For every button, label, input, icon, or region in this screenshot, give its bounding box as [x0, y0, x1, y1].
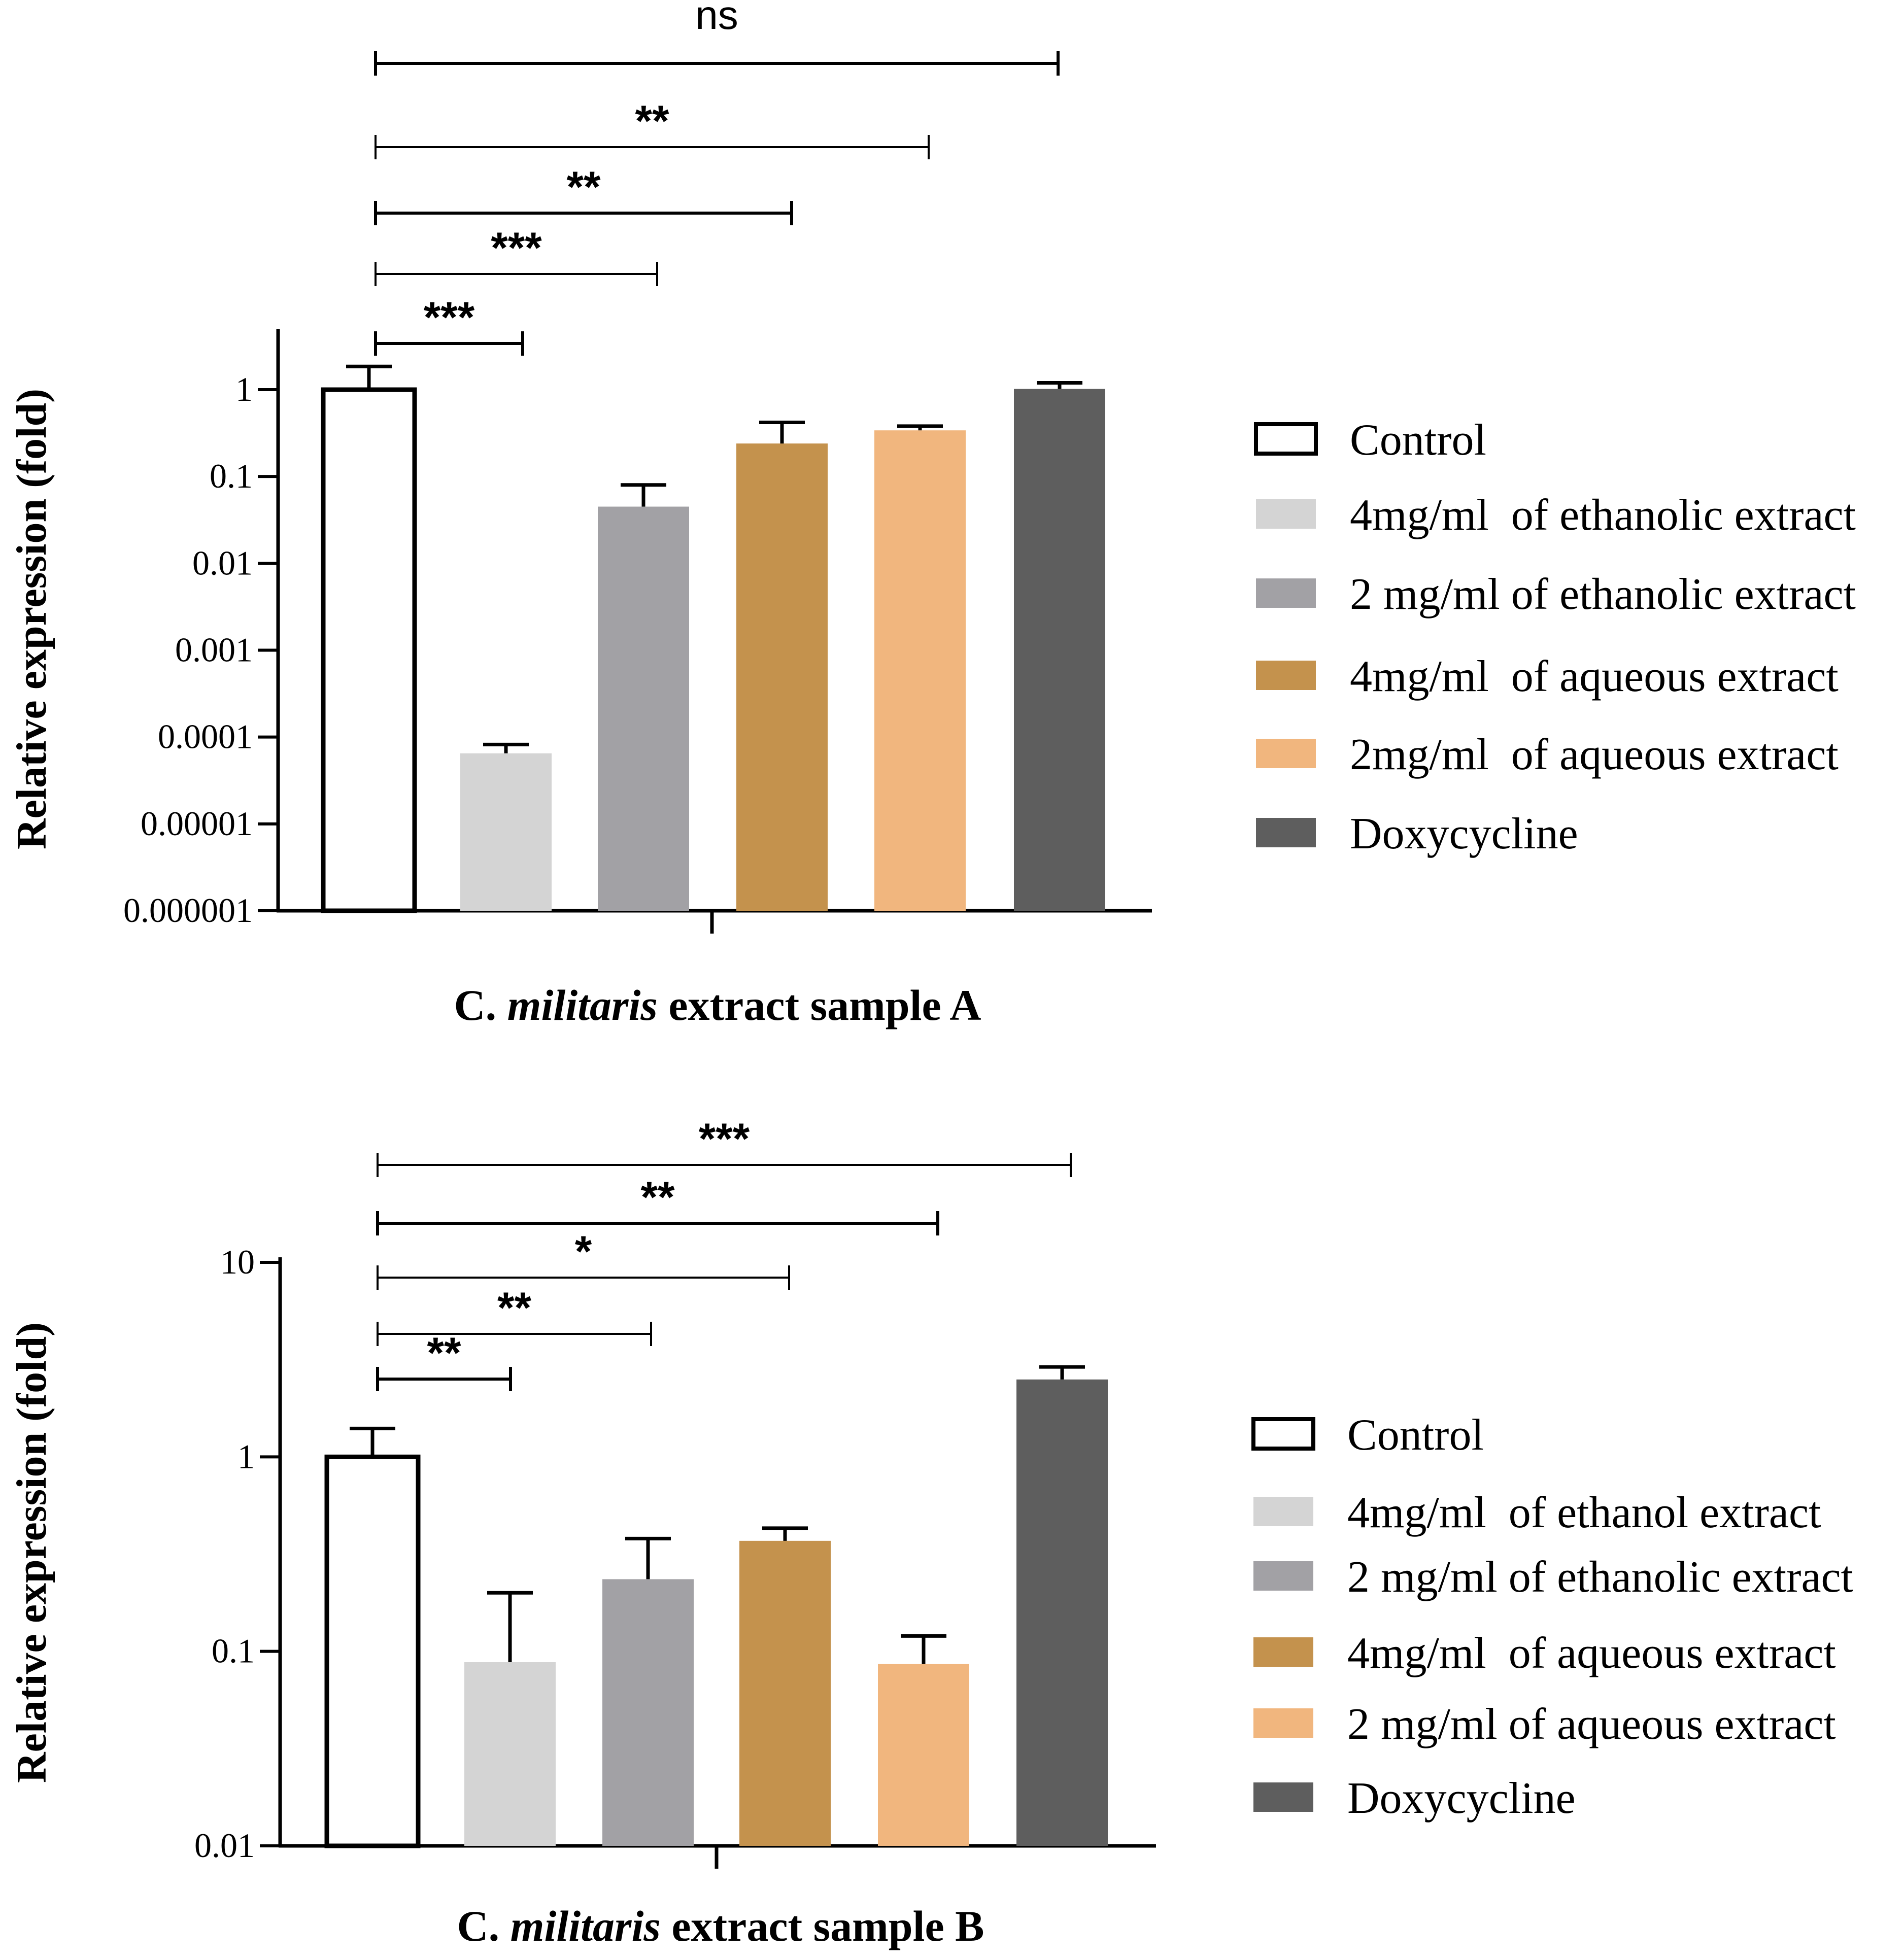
legend-swatch	[1256, 739, 1316, 768]
significance-label: **	[567, 163, 601, 212]
legend-swatch	[1256, 818, 1316, 847]
x-axis-label-prefix: C.	[454, 981, 496, 1029]
legend-swatch	[1254, 422, 1318, 456]
bar	[878, 1664, 969, 1846]
significance-label: ***	[491, 224, 542, 272]
legend-swatch	[1256, 661, 1316, 690]
legend-label: 4mg/ml of aqueous extract	[1347, 1629, 1836, 1678]
legend-swatch	[1256, 499, 1316, 529]
y-tick-label: 0.1	[212, 1632, 255, 1670]
y-tick-label: 1	[235, 370, 253, 408]
significance-label: ns	[695, 0, 738, 38]
legend-label: Doxycycline	[1347, 1774, 1576, 1823]
y-tick-label: 0.00001	[141, 804, 253, 843]
x-axis-label-suffix: extract sample B	[671, 1902, 984, 1950]
y-tick-label: 0.001	[175, 631, 253, 669]
significance-label: *	[575, 1227, 592, 1276]
x-axis-label-prefix: C.	[457, 1902, 499, 1950]
bar	[324, 1454, 421, 1848]
y-tick-label: 0.01	[194, 1826, 255, 1865]
x-axis-label-genus: militaris	[511, 1902, 661, 1950]
y-tick-label: 1	[237, 1437, 255, 1475]
bar	[321, 387, 417, 913]
bar	[602, 1579, 694, 1846]
legend-label: 2 mg/ml of ethanolic extract	[1347, 1553, 1853, 1602]
y-tick-label: 0.0001	[158, 717, 253, 756]
significance-label: ***	[699, 1115, 750, 1163]
significance-label: **	[641, 1173, 675, 1222]
legend-label: 4mg/ml of ethanol extract	[1347, 1488, 1821, 1537]
legend-label: Control	[1350, 416, 1486, 465]
bar	[736, 443, 828, 911]
bar	[1016, 1379, 1108, 1846]
bar	[874, 430, 966, 911]
panel-a: 1 0.1 0.01 0.001 0.0001 0.00001 0.000001 Relati…	[8, 0, 1856, 1029]
bar	[464, 1662, 556, 1846]
legend-swatch	[1253, 1708, 1313, 1738]
significance-label: ***	[424, 293, 475, 342]
legend-label: 4mg/ml of aqueous extract	[1350, 652, 1839, 701]
x-axis-label: C. militaris extract sample A	[454, 981, 981, 1029]
legend-swatch	[1251, 1417, 1315, 1451]
x-axis-label-genus: militaris	[507, 981, 658, 1029]
legend-label: Control	[1347, 1411, 1484, 1460]
legend-label: 2mg/ml of aqueous extract	[1350, 730, 1839, 779]
y-tick-label: 0.01	[192, 543, 253, 582]
significance-label: **	[427, 1329, 461, 1378]
x-axis-label-suffix: extract sample A	[668, 981, 981, 1029]
bar	[598, 506, 689, 911]
legend-label: Doxycycline	[1350, 809, 1578, 858]
y-axis-label: Relative expression (fold)	[8, 1322, 55, 1783]
legend-swatch	[1253, 1561, 1313, 1591]
legend-swatch	[1256, 578, 1316, 608]
significance-label: **	[635, 97, 669, 146]
y-axis-label: Relative expression (fold)	[8, 389, 55, 849]
legend-label: 2 mg/ml of ethanolic extract	[1350, 570, 1856, 619]
y-tick-label: 0.000001	[123, 891, 253, 930]
legend-swatch	[1253, 1637, 1313, 1667]
y-tick-label: 0.1	[210, 457, 253, 495]
legend-swatch	[1253, 1497, 1313, 1526]
bar	[1014, 389, 1105, 911]
legend-swatch	[1253, 1782, 1313, 1812]
x-axis-label: C. militaris extract sample B	[457, 1902, 984, 1950]
bar	[739, 1540, 831, 1846]
bar	[460, 753, 552, 911]
legend-label: 2 mg/ml of aqueous extract	[1347, 1700, 1836, 1749]
significance-label: **	[497, 1284, 531, 1332]
y-tick-label: 10	[220, 1243, 255, 1281]
legend-label: 4mg/ml of ethanolic extract	[1350, 491, 1856, 540]
